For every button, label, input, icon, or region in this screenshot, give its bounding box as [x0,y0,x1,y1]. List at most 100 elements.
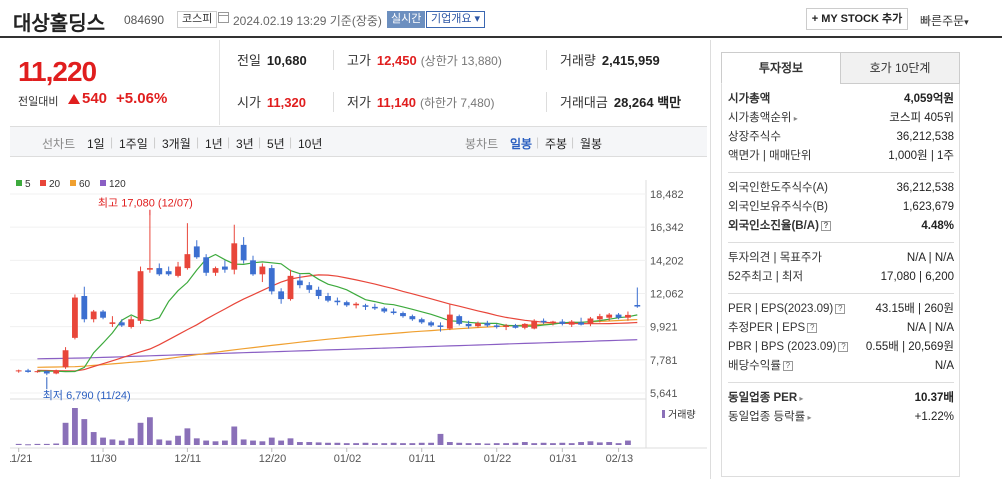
stock-header: 대상홀딩스 084690 코스피 2024.02.19 13:29 기준(장중)… [0,0,1002,38]
divider [546,92,547,112]
lower-limit: (하한가 7,480) [419,96,495,110]
help-icon: ? [782,360,793,371]
legend-label: 5 [25,179,31,190]
volume-bar [287,438,294,445]
volume-bar [306,442,313,445]
period-3y[interactable]: 3년 [236,137,254,151]
volume-bar [400,443,406,445]
volume-bar [437,433,444,445]
volume-bar [109,439,116,445]
period-5y[interactable]: 5년 [267,137,285,151]
candle [90,311,97,320]
industry-per-row: 동일업종 PER ▸ 10.37배 [728,389,954,407]
high-label: 고가 [347,53,371,68]
x-tick-label: 12/20 [259,453,287,465]
candle-daily[interactable]: 일봉 [510,137,533,151]
candle [418,319,425,323]
divider [333,92,334,112]
52w-label: 52주최고 | 최저 [728,271,804,283]
candle [118,322,125,326]
legend-swatch [16,180,22,186]
quick-order-button[interactable]: 빠른주문▾ [920,12,969,29]
candle [409,316,416,320]
ma60-line [37,319,638,368]
prev-close-value: 10,680 [266,53,307,68]
my-stock-add-button[interactable]: + MY STOCK 추가 [806,8,908,30]
volume-bar [34,443,41,445]
industry-per-label: 동일업종 PER ▸ [728,392,804,404]
candle [212,268,219,273]
candle-weekly[interactable]: 주봉 [545,137,568,151]
corp-info-label: 기업개요 [431,13,472,25]
period-10y[interactable]: 10년 [298,137,323,151]
volume-bar [625,440,631,445]
volume-bar [475,443,481,445]
x-tick-label: 01/31 [549,453,577,465]
volume-bar [184,428,191,445]
period-1d[interactable]: 1일 [87,137,105,151]
period-1y[interactable]: 1년 [205,137,223,151]
industry-rate-row: 동일업종 등락률 ▸ +1.22% [728,408,954,426]
volume-bar [259,441,266,445]
legend-label: 120 [109,179,126,190]
cap-rank-row: 시가총액순위 ▸ 코스피 405위 [728,109,954,127]
tab-orderbook[interactable]: 호가 10단계 [840,52,960,84]
volume-bar [62,422,69,445]
candle [615,314,622,318]
est-per-row: 추정PER | EPS? N/A | N/A [728,319,954,337]
x-tick-label: 11/30 [90,453,117,465]
candle [296,280,303,286]
candle [306,285,313,290]
volume-bar [465,443,472,445]
candle [587,318,594,324]
volume-bar [606,442,613,445]
pbr-value: 0.55배 | 20,569원 [865,341,954,353]
x-tick-label: 12/11 [174,453,201,465]
legend-label: 60 [79,179,91,190]
y-tick-label: 14,202 [650,255,684,267]
chevron-down-icon: ▾ [964,17,969,27]
volume-bar [362,442,369,445]
foreign-limit-row: 외국인한도주식수(A) 36,212,538 [728,179,954,197]
legend-swatch [100,180,106,186]
realtime-badge[interactable]: 실시간 [387,11,426,28]
low-cell: 저가 11,140 (하한가 7,480) [347,82,494,124]
divider [546,50,547,70]
candle [184,254,191,269]
face-value: 1,000원 | 1주 [888,150,954,162]
ma20-line [37,274,638,372]
candle [362,305,369,307]
dividend-label: 배당수익률? [728,357,793,375]
industry-per-value: 10.37배 [914,392,954,404]
ma5-line [37,253,638,373]
volume-bar [128,438,135,445]
per-value: 43.15배 | 260원 [875,303,954,315]
candle [371,306,378,309]
period-1w[interactable]: 1주일 [119,137,148,151]
opinion-label: 투자의견 | 목표주가 [728,252,823,264]
chevron-right-icon: ▸ [805,413,812,422]
candle [493,325,500,327]
volume-bar [484,443,491,445]
est-per-label: 추정PER | EPS? [728,319,818,337]
shares-label: 상장주식수 [728,131,781,143]
candle [400,313,406,317]
volume-bar [43,443,50,445]
candle [231,243,238,270]
volume-bar [250,440,256,445]
open-value: 11,320 [266,95,306,110]
candle [72,297,78,338]
divider [728,242,954,243]
corp-info-dropdown[interactable]: 기업개요 ▾ [426,11,486,28]
candle [53,370,60,374]
period-3m[interactable]: 3개월 [162,137,191,151]
candle-monthly[interactable]: 월봉 [580,137,603,151]
tab-invest-info[interactable]: 투자정보 [721,52,841,84]
quote-grid: 전일 10,680 고가 12,450 (상한가 13,880) 거래량 2,415,9… [221,40,706,125]
volume-bar [503,443,509,445]
chevron-right-icon: ▸ [791,114,798,123]
volume-bar [596,442,603,445]
volume-legend-swatch [662,410,665,418]
stock-chart[interactable]: 18,482 16,342 14,202 12,062 9,921 7,781 5,641 1… [10,160,707,479]
candle [109,322,116,324]
